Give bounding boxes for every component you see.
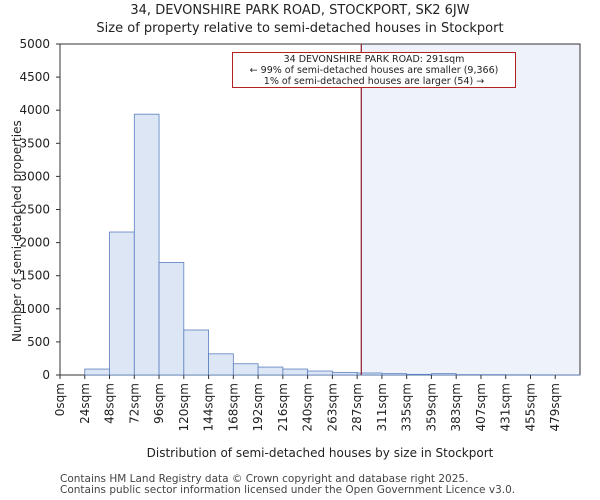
bar-240sqm (307, 370, 333, 376)
y-tick-label-3500: 3500 (19, 136, 50, 150)
y-tick-label-2500: 2500 (19, 203, 50, 217)
bar-120sqm (183, 329, 209, 376)
annotation-line-3: 1% of semi-detached houses are larger (5… (263, 76, 485, 87)
x-tick-label-144sqm: 144sqm (202, 383, 216, 431)
y-tick-label-2000: 2000 (19, 236, 50, 250)
annotation-line-1: 34 DEVONSHIRE PARK ROAD: 291sqm (283, 54, 465, 65)
x-tick-label-359sqm: 359sqm (424, 383, 438, 431)
bar-72sqm (133, 113, 160, 376)
y-tick-label-4000: 4000 (19, 103, 50, 117)
x-tick-label-0sqm: 0sqm (53, 383, 67, 416)
x-tick-label-479sqm: 479sqm (548, 383, 562, 431)
bar-168sqm (232, 363, 259, 376)
footer-copyright: Contains HM Land Registry data © Crown c… (60, 473, 469, 485)
annotation-line-2: ← 99% of semi-detached houses are smalle… (249, 65, 499, 76)
x-tick-label-311sqm: 311sqm (375, 383, 389, 431)
x-tick-label-96sqm: 96sqm (152, 383, 166, 424)
x-tick-label-192sqm: 192sqm (251, 383, 265, 431)
bar-48sqm (109, 231, 135, 376)
chart-title: Size of property relative to semi-detach… (96, 21, 504, 36)
bar-263sqm (331, 371, 358, 376)
x-tick-label-168sqm: 168sqm (226, 383, 240, 431)
bar-359sqm (431, 373, 457, 376)
larger-region-shade (361, 44, 580, 375)
bar-24sqm (84, 368, 110, 376)
x-tick-label-455sqm: 455sqm (523, 383, 537, 431)
x-tick-label-431sqm: 431sqm (499, 383, 513, 431)
bar-96sqm (158, 262, 185, 376)
x-tick-label-263sqm: 263sqm (325, 383, 339, 431)
x-tick-label-240sqm: 240sqm (301, 383, 315, 431)
x-tick-label-287sqm: 287sqm (350, 383, 364, 431)
bar-192sqm (257, 366, 284, 376)
x-tick-label-216sqm: 216sqm (276, 383, 290, 431)
x-tick-label-383sqm: 383sqm (449, 383, 463, 431)
x-tick-label-120sqm: 120sqm (177, 383, 191, 431)
y-tick-label-1500: 1500 (19, 269, 50, 283)
x-tick-label-24sqm: 24sqm (78, 383, 92, 424)
y-tick-label-4500: 4500 (19, 70, 50, 84)
bar-311sqm (381, 373, 408, 376)
chart-title-address: 34, DEVONSHIRE PARK ROAD, STOCKPORT, SK2… (130, 3, 470, 18)
bar-335sqm (406, 373, 432, 376)
annotation-box: 34 DEVONSHIRE PARK ROAD: 291sqm ← 99% of… (232, 52, 516, 88)
bar-144sqm (208, 353, 234, 376)
y-tick-label-1000: 1000 (19, 302, 50, 316)
footer-licence: Contains public sector information licen… (60, 484, 516, 496)
bar-216sqm (282, 368, 309, 376)
x-tick-label-72sqm: 72sqm (127, 383, 141, 424)
x-tick-label-335sqm: 335sqm (400, 383, 414, 431)
y-tick-label-0: 0 (42, 368, 50, 382)
y-tick-label-500: 500 (27, 335, 50, 349)
x-tick-label-48sqm: 48sqm (103, 383, 117, 424)
y-tick-label-5000: 5000 (19, 37, 50, 51)
y-axis-label: Number of semi-detached properties (10, 120, 24, 342)
x-tick-label-407sqm: 407sqm (474, 383, 488, 431)
x-axis-label: Distribution of semi-detached houses by … (146, 446, 494, 460)
y-tick-label-3000: 3000 (19, 169, 50, 183)
